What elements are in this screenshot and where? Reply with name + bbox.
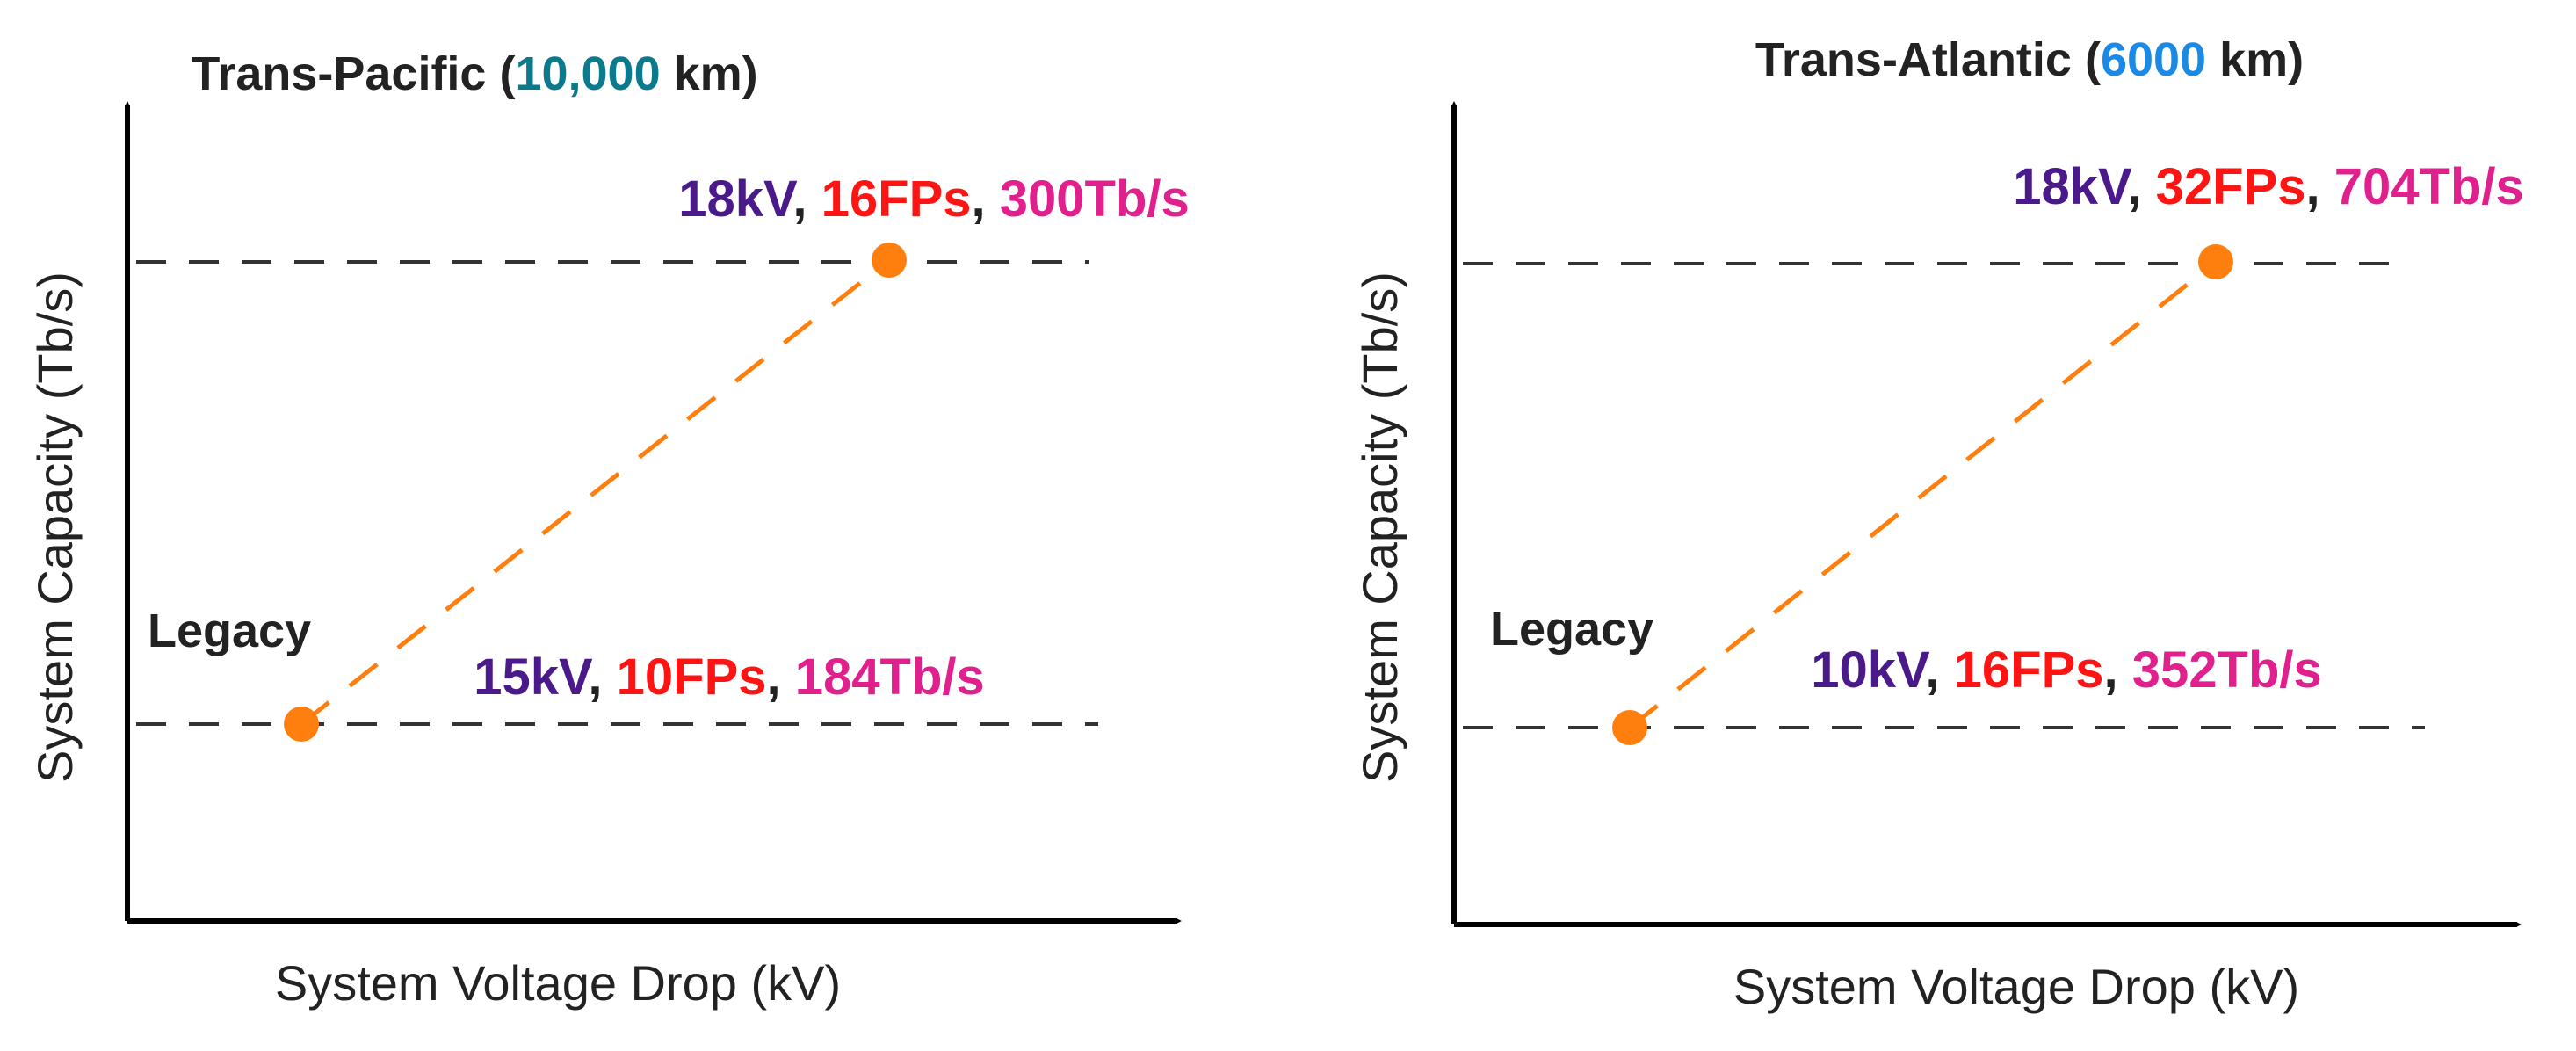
label-voltage: 18kV bbox=[2013, 158, 2132, 215]
title-prefix: Trans-Pacific ( bbox=[191, 47, 515, 100]
legacy-annotation: Legacy bbox=[1490, 603, 1653, 656]
data-point-legacy bbox=[284, 707, 319, 742]
label-fiber-pairs: 16FPs bbox=[821, 170, 972, 228]
point-label-legacy: 10kV, 16FPs, 352Tb/s bbox=[1811, 641, 2322, 699]
title-prefix: Trans-Atlantic ( bbox=[1755, 33, 2101, 86]
title-distance: 10,000 bbox=[515, 47, 660, 100]
data-point-upgraded bbox=[872, 243, 907, 278]
point-label-legacy: 15kV, 10FPs, 184Tb/s bbox=[474, 649, 985, 706]
chart-panel-trans-atlantic: Trans-Atlantic (6000 km) 18kV, 32FPs, 70… bbox=[1352, 33, 2524, 1014]
title-distance: 6000 bbox=[2101, 33, 2206, 86]
x-axis-label: System Voltage Drop (kV) bbox=[1733, 959, 2299, 1014]
legacy-annotation: Legacy bbox=[148, 605, 311, 657]
label-capacity: 184Tb/s bbox=[795, 649, 985, 706]
y-axis-label: System Capacity (Tb/s) bbox=[1352, 272, 1407, 783]
chart-title: Trans-Pacific (10,000 km) bbox=[191, 47, 757, 100]
data-point-upgraded bbox=[2198, 244, 2233, 279]
label-capacity: 704Tb/s bbox=[2334, 158, 2524, 215]
x-axis-label: System Voltage Drop (kV) bbox=[275, 955, 841, 1011]
label-voltage: 15kV bbox=[474, 649, 593, 706]
title-suffix: km) bbox=[661, 47, 758, 100]
point-label-upgraded: 18kV, 16FPs, 300Tb/s bbox=[678, 170, 1190, 228]
label-voltage: 10kV bbox=[1811, 641, 1930, 699]
chart-panel-trans-pacific: Trans-Pacific (10,000 km) 18kV, 16FPs, 3… bbox=[27, 47, 1190, 1011]
label-fiber-pairs: 16FPs bbox=[1954, 641, 2104, 699]
upgrade-path-line bbox=[1628, 260, 2218, 729]
y-axis-label: System Capacity (Tb/s) bbox=[27, 272, 83, 783]
data-point-legacy bbox=[1612, 710, 1647, 745]
upgrade-path-line bbox=[300, 258, 891, 726]
label-voltage: 18kV bbox=[678, 170, 798, 228]
label-fiber-pairs: 32FPs bbox=[2156, 158, 2306, 215]
point-label-upgraded: 18kV, 32FPs, 704Tb/s bbox=[2013, 158, 2524, 215]
label-capacity: 300Tb/s bbox=[1000, 170, 1190, 228]
title-suffix: km) bbox=[2206, 33, 2304, 86]
label-fiber-pairs: 10FPs bbox=[617, 649, 767, 706]
chart-title: Trans-Atlantic (6000 km) bbox=[1755, 33, 2304, 86]
label-capacity: 352Tb/s bbox=[2132, 641, 2322, 699]
